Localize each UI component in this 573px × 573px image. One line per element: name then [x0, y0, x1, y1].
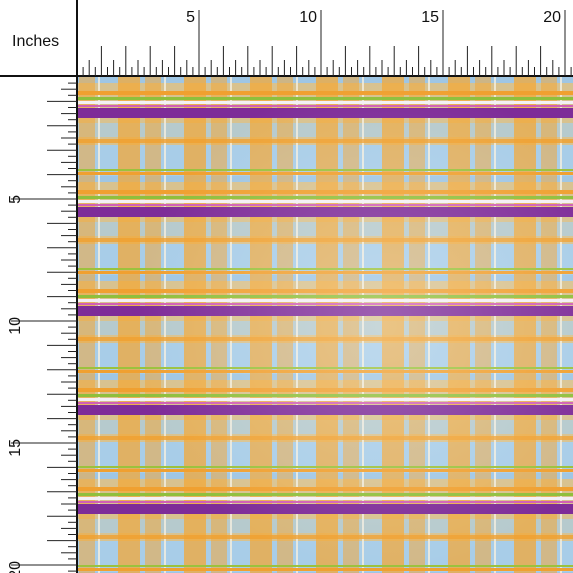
left-ruler-label: 20	[7, 561, 24, 573]
top-ruler-label: 10	[299, 9, 317, 26]
ruler-ticks	[11, 10, 572, 572]
unit-label: Inches	[12, 33, 59, 50]
left-ruler-label: 15	[7, 439, 24, 457]
top-ruler-label: 5	[186, 9, 195, 26]
top-ruler-label: 20	[543, 9, 561, 26]
left-ruler-label: 10	[7, 317, 24, 335]
left-ruler-label: 5	[7, 195, 24, 204]
top-ruler-label: 15	[421, 9, 439, 26]
fabric-sheen	[77, 77, 573, 573]
